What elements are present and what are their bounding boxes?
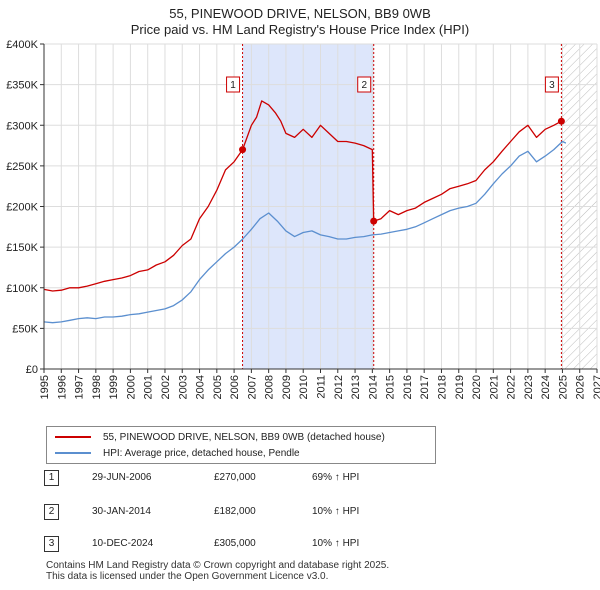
price-chart: 1 2 3 £0 £50K £100K £150K £200K £250K £300K £350K…	[6, 39, 600, 399]
sale-marker-box	[544, 76, 559, 93]
x-tick-label: 2006	[229, 375, 241, 399]
x-tick-label: 2027	[592, 375, 600, 399]
chart-legend: 55, PINEWOOD DRIVE, NELSON, BB9 0WB (det…	[46, 426, 436, 464]
x-tick-label: 2026	[575, 375, 587, 399]
y-tick-label: £100K	[6, 283, 38, 295]
legend-swatch-sale	[55, 436, 91, 438]
legend-label-sale: 55, PINEWOOD DRIVE, NELSON, BB9 0WB (det…	[103, 431, 385, 443]
x-tick-label: 2012	[333, 375, 345, 399]
sale-date: 10-DEC-2024	[92, 538, 154, 549]
sale-point	[557, 117, 565, 125]
x-tick-label: 2007	[246, 375, 258, 399]
footer: Contains HM Land Registry data © Crown c…	[46, 560, 389, 582]
sale-marker-label: 1	[230, 80, 236, 91]
y-tick-label: £150K	[6, 242, 38, 254]
x-tick-label: 2004	[195, 375, 207, 399]
x-tick-label: 2002	[160, 375, 172, 399]
x-tick-label: 2010	[298, 375, 310, 399]
x-tick-label: 1999	[108, 375, 120, 399]
x-tick-label: 1997	[74, 375, 86, 399]
footer-copyright: Contains HM Land Registry data © Crown c…	[46, 560, 390, 571]
sale-price: £270,000	[214, 472, 256, 483]
x-tick-label: 2020	[471, 375, 483, 399]
sale-marker-label: 3	[549, 80, 555, 91]
y-tick-label: £300K	[6, 120, 38, 132]
x-tick-label: 1996	[56, 375, 68, 399]
sale-marker-box	[357, 76, 372, 93]
legend-item-sale: 55, PINEWOOD DRIVE, NELSON, BB9 0WB (det…	[55, 430, 385, 444]
legend-item-hpi: HPI: Average price, detached house, Pend…	[55, 446, 300, 460]
sale-date: 30-JAN-2014	[92, 506, 151, 517]
x-tick-label: 2001	[143, 375, 155, 399]
x-tick-label: 2003	[177, 375, 189, 399]
x-tick-label: 2023	[523, 375, 535, 399]
x-tick-label: 2018	[436, 375, 448, 399]
footer-license: This data is licensed under the Open Gov…	[46, 571, 329, 582]
sale-date: 29-JUN-2006	[92, 472, 152, 483]
table-row: 2 30-JAN-2014 £182,000 10% ↑ HPI	[44, 504, 544, 522]
sale-point	[239, 146, 247, 154]
x-tick-label: 2025	[557, 375, 569, 399]
x-tick-label: 1998	[91, 375, 103, 399]
x-tick-label: 2021	[488, 375, 500, 399]
x-tick-label: 1995	[39, 375, 51, 399]
chart-title: 55, PINEWOOD DRIVE, NELSON, BB9 0WB	[169, 6, 431, 21]
y-tick-label: £400K	[6, 39, 38, 51]
y-tick-label: £50K	[12, 323, 38, 335]
x-tick-label: 2015	[385, 375, 397, 399]
x-tick-label: 2019	[454, 375, 466, 399]
table-row: 1 29-JUN-2006 £270,000 69% ↑ HPI	[44, 470, 544, 488]
x-tick-label: 2011	[316, 375, 328, 399]
x-tick-label: 2016	[402, 375, 414, 399]
x-tick-label: 2017	[419, 375, 431, 399]
sale-point	[370, 217, 378, 225]
y-tick-label: £200K	[6, 202, 38, 214]
legend-swatch-hpi	[55, 452, 91, 454]
sale-number-badge: 2	[44, 504, 59, 520]
hpi-line	[43, 140, 567, 324]
x-tick-label: 2009	[281, 375, 293, 399]
sale-marker-box	[226, 76, 241, 93]
y-tick-label: £350K	[6, 80, 38, 92]
sale-price: £305,000	[214, 538, 256, 549]
sale-number-badge: 1	[44, 470, 59, 486]
x-tick-label: 2000	[125, 375, 137, 399]
y-tick-label: £0	[26, 364, 38, 376]
sale-hpi-change: 10% ↑ HPI	[312, 538, 360, 549]
y-tick-label: £250K	[6, 161, 38, 173]
x-tick-label: 2014	[367, 375, 379, 399]
chart-subtitle: Price paid vs. HM Land Registry's House …	[130, 22, 470, 37]
x-tick-label: 2008	[264, 375, 276, 399]
sale-number-badge: 3	[44, 536, 59, 552]
legend-label-hpi: HPI: Average price, detached house, Pend…	[103, 447, 300, 459]
sale-price: £182,000	[214, 506, 256, 517]
sale-marker-label: 2	[361, 80, 367, 91]
x-tick-label: 2005	[212, 375, 224, 399]
x-tick-label: 2013	[350, 375, 362, 399]
x-tick-label: 2024	[540, 375, 552, 399]
sale-hpi-change: 10% ↑ HPI	[312, 506, 360, 517]
sale-hpi-change: 69% ↑ HPI	[312, 472, 360, 483]
x-tick-label: 2022	[506, 375, 518, 399]
sale-price-line	[43, 100, 562, 292]
table-row: 3 10-DEC-2024 £305,000 10% ↑ HPI	[44, 536, 544, 554]
